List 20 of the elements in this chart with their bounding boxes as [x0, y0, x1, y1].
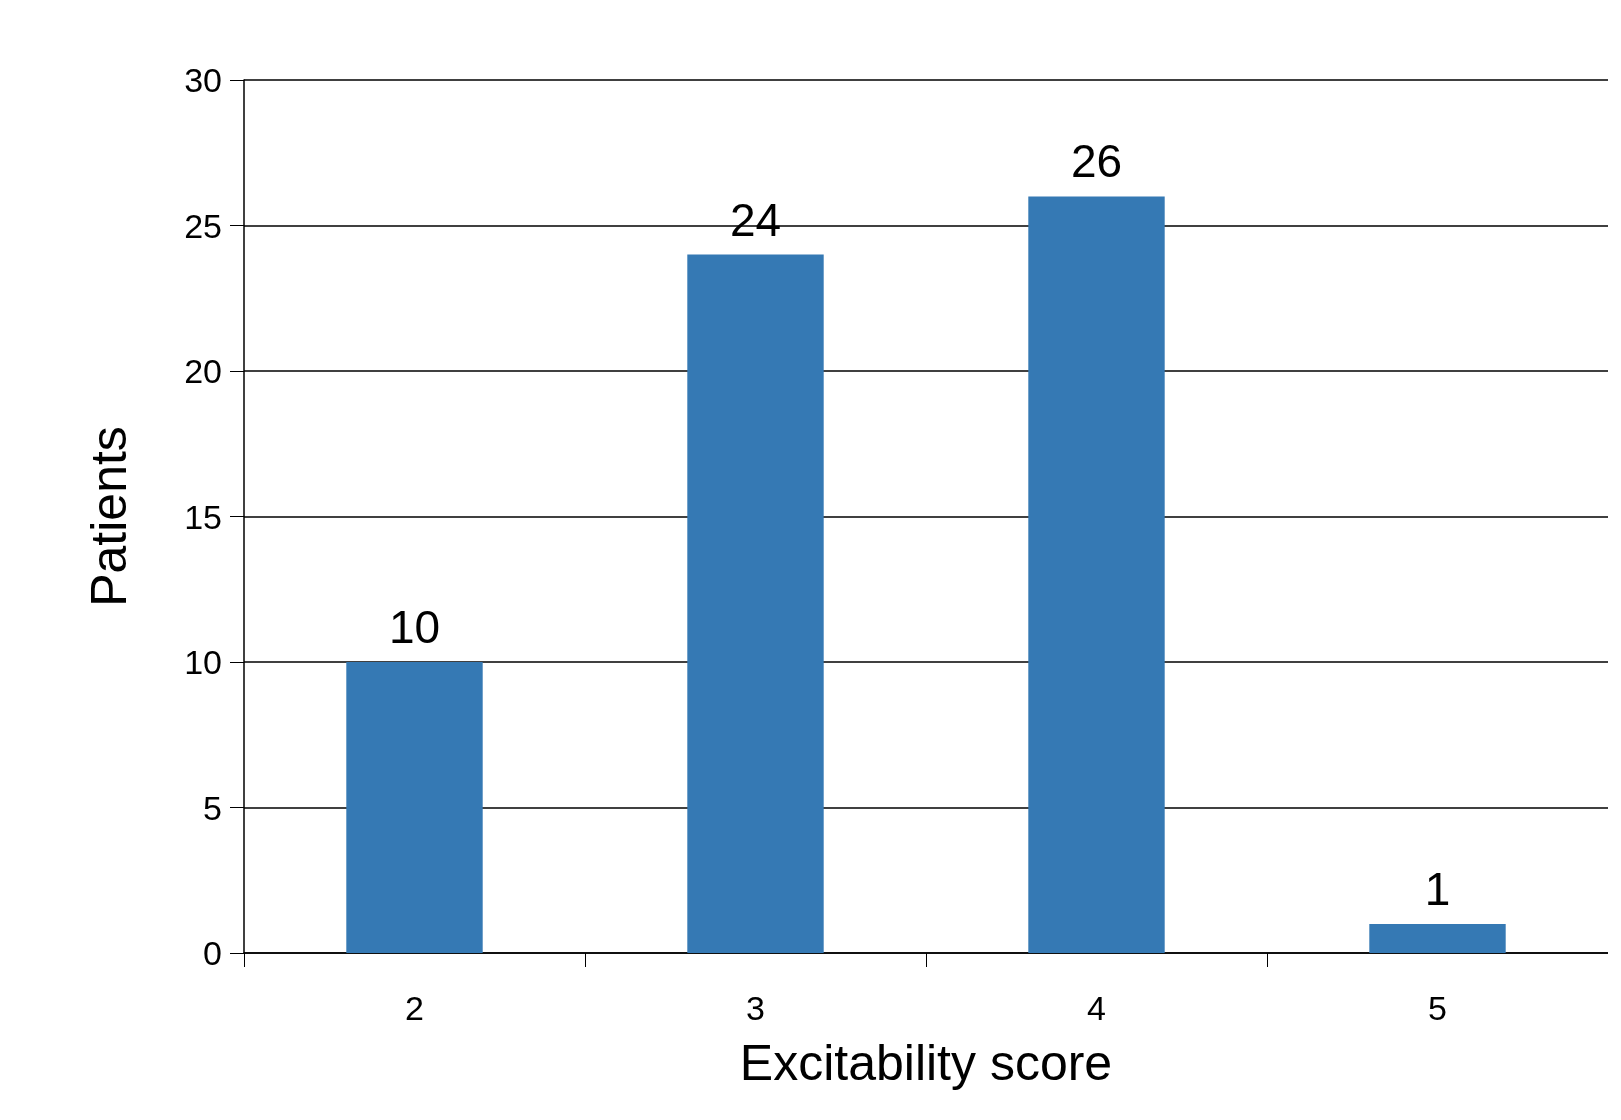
x-tick-label: 3	[746, 989, 765, 1027]
y-tick-label: 5	[203, 788, 222, 827]
data-label: 26	[1070, 135, 1123, 188]
data-label: 1	[1424, 862, 1451, 915]
y-tick-label: 30	[184, 61, 222, 99]
y-tick-label: 25	[184, 206, 222, 245]
y-axis-title: Patients	[81, 426, 137, 607]
bar	[346, 662, 483, 953]
x-tick-label: 5	[1428, 989, 1447, 1027]
y-tick-label: 20	[184, 352, 222, 390]
x-tick-label: 4	[1087, 989, 1106, 1027]
x-axis-title: Excitability score	[739, 1035, 1113, 1091]
x-tick-label: 2	[405, 989, 424, 1027]
y-tick-label: 0	[203, 934, 222, 972]
bar	[1369, 923, 1506, 953]
y-tick-label: 15	[184, 497, 222, 536]
bar	[1028, 196, 1165, 953]
data-label: 10	[388, 601, 441, 653]
y-tick-label: 10	[184, 643, 222, 681]
bar	[687, 254, 824, 953]
